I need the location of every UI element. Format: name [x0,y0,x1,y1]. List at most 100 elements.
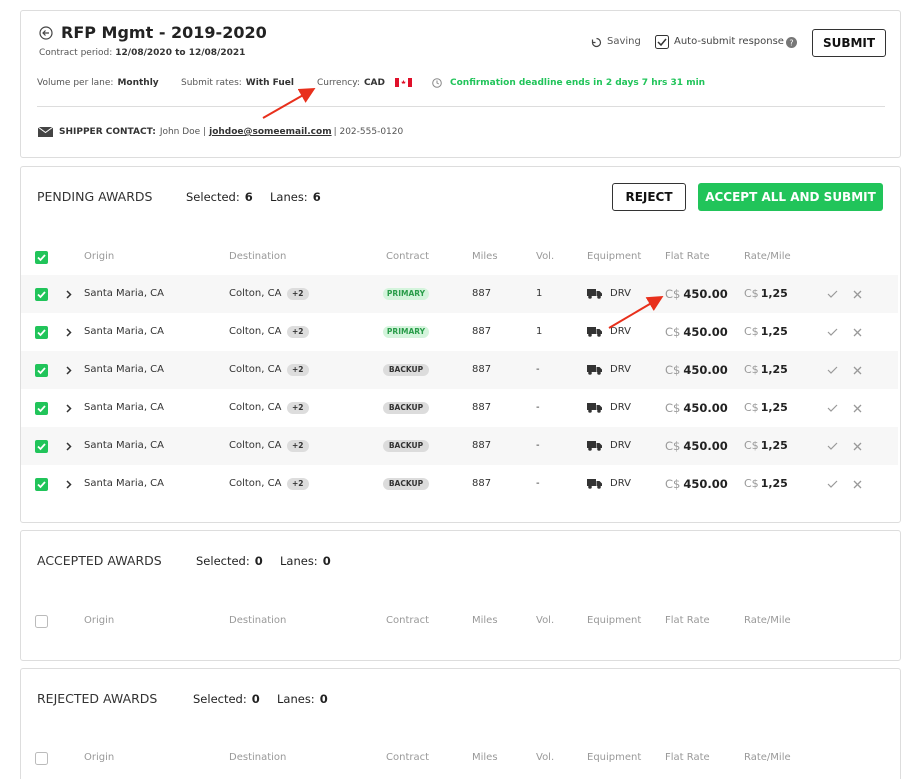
reject-lane[interactable] [853,328,862,337]
column-header: Equipment [587,615,642,626]
reject-button[interactable]: REJECT [612,183,686,211]
column-header: Destination [229,251,287,262]
icon-part [587,365,596,372]
expand-arrow[interactable] [66,328,72,337]
expand-arrow[interactable] [66,442,72,451]
value: 450.00 [683,401,728,415]
checkbox[interactable] [35,364,48,377]
truck-icon [587,327,602,337]
checkbox[interactable] [35,251,48,264]
icon-part [35,402,48,415]
checkbox[interactable] [35,402,48,415]
icon-part [587,327,602,337]
email[interactable]: johdoe@someemail.com [209,127,332,137]
contract-badge: PRIMARY [383,326,429,338]
destination: Colton, CA [229,326,282,337]
icon-part [591,37,602,48]
divider [37,106,885,107]
reject-lane[interactable] [853,404,862,413]
expand-arrow[interactable] [66,366,72,375]
checkbox[interactable] [35,288,48,301]
icon-part [35,752,48,765]
icon-part [66,404,72,413]
icon-part [35,288,48,301]
flat-rate: C$ 450.00 [665,362,728,378]
phone: | 202-555-0120 [333,127,404,137]
volume: - [536,440,540,451]
checkbox[interactable] [35,615,48,628]
icon-part [591,37,602,48]
volume: 1 [536,326,543,337]
expand-arrow[interactable] [66,290,72,299]
row-background [21,275,898,313]
help-icon[interactable]: ? [786,37,797,48]
value: 6 [312,190,321,204]
icon-part [853,290,862,299]
icon-part [587,479,602,489]
icon-part: ? [789,39,793,48]
icon-part [66,328,72,337]
value: 6 [244,190,253,204]
submit-button[interactable]: SUBMIT [812,29,886,57]
icon-part [42,30,49,36]
value: Monthly [117,78,159,88]
reject-lane[interactable] [853,480,862,489]
contract-badge: BACKUP [383,364,429,376]
checkbox[interactable] [35,326,48,339]
accept-lane[interactable] [827,404,838,412]
accept-lane[interactable] [827,442,838,450]
icon-part [853,442,862,451]
column-header: Equipment [587,251,642,262]
icon-part [827,442,838,450]
icon-part [66,366,72,375]
reject-lane[interactable] [853,442,862,451]
icon-part [432,78,442,88]
accept-all-button[interactable]: ACCEPT ALL AND SUBMIT [698,183,883,211]
icon-part [37,329,46,337]
accept-lane[interactable] [827,328,838,336]
value: 12/08/2020 to 12/08/2021 [115,48,246,58]
expand-arrow[interactable] [66,404,72,413]
label: Lanes: [277,692,315,706]
accept-lane[interactable] [827,290,838,298]
icon-part [827,442,838,450]
icon-part [35,326,48,339]
auto-submit-checkbox[interactable] [655,35,669,49]
origin: Santa Maria, CA [84,288,164,299]
flat-rate: C$ 450.00 [665,286,728,302]
extra-stops: +2 [287,478,309,490]
reject-lane[interactable] [853,290,862,299]
saving-icon [591,37,602,48]
checkbox[interactable] [35,752,48,765]
origin: Santa Maria, CA [84,326,164,337]
flat-rate: C$ 450.00 [665,438,728,454]
miles: 887 [472,440,492,451]
checkbox[interactable] [35,440,48,453]
icon-part [853,366,862,375]
expand-arrow[interactable] [66,480,72,489]
icon-part [853,404,862,413]
icon-part [66,290,72,299]
icon-part [35,440,48,453]
back-button[interactable] [39,26,53,40]
icon-part [35,251,48,264]
checkbox[interactable] [35,478,48,491]
icon-part [827,404,838,412]
icon-part [853,366,862,375]
volume: - [536,364,540,375]
reject-lane[interactable] [853,366,862,375]
value: 0 [251,692,260,706]
value: 450.00 [683,325,728,339]
icon-part [597,295,601,299]
accept-lane[interactable] [827,366,838,374]
truck-icon [587,479,602,489]
icon-part [37,481,46,489]
accept-lane[interactable] [827,480,838,488]
icon-part [66,480,72,489]
pending-card [20,166,901,523]
rate-per-mile: C$ 1,25 [744,438,788,454]
value: 450.00 [683,363,728,377]
rate-per-mile: C$ 1,25 [744,362,788,378]
origin: Santa Maria, CA [84,364,164,375]
